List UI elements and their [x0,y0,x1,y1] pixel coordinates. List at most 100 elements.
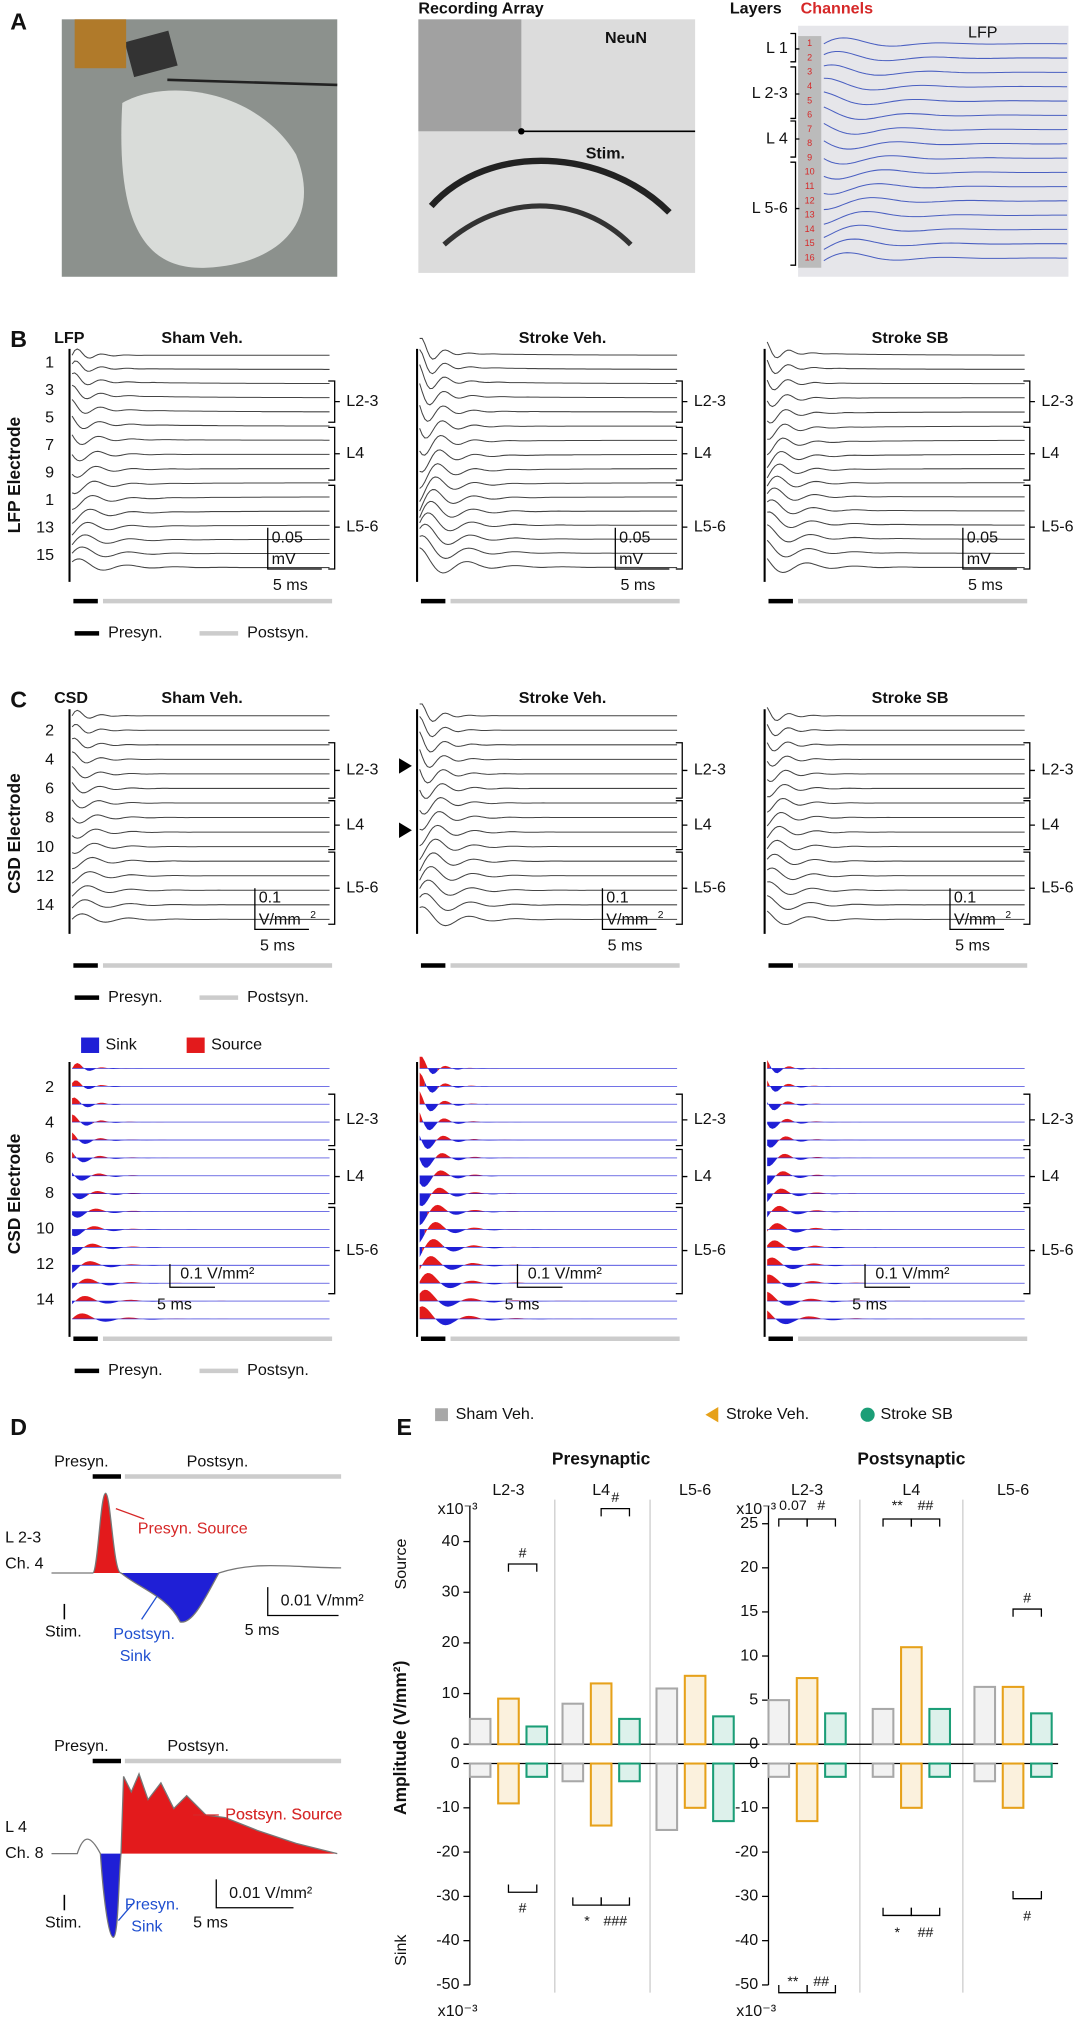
bracket [675,484,688,570]
bar [795,1762,819,1823]
trace [766,741,1025,752]
unit-label: x10⁻³ [736,2002,776,2020]
sig-label: ** [787,1973,799,1989]
csd-fill [772,1188,791,1196]
trace [71,465,330,478]
layer-label: L4 [1041,444,1059,462]
scale-label: 5 ms [157,1296,192,1314]
axis-label: Source [392,1538,410,1589]
channel-number: 14 [805,224,815,234]
scale-label: 0.05 [967,528,998,546]
bracket [328,426,340,481]
csd-fill [424,1081,438,1093]
sig-bracket [806,1984,837,1994]
electrode-number: 3 [45,381,54,399]
legend-label: Presyn. [108,1361,163,1379]
trace [51,1492,342,1623]
electrode-number: 9 [45,463,54,481]
bar [928,1707,952,1746]
trace [419,703,678,722]
trace [419,769,678,784]
scale-bar [254,888,309,931]
bar [871,1707,895,1746]
trace [419,489,678,512]
label: Recording Array [418,0,543,17]
trace [71,871,330,884]
bar [589,1682,613,1746]
sink-fill [121,1573,219,1623]
electrode-number: 8 [45,1184,54,1202]
csd-fill [787,1229,806,1233]
csd-fill [447,1211,466,1215]
bar [683,1674,707,1746]
trace [766,724,1025,737]
lfp-trace [823,140,1068,150]
bracket [1023,484,1035,570]
electrode-number: 8 [45,809,54,827]
y-tick-label: 0 [749,1734,758,1752]
bar [561,1702,585,1746]
csd-fill [72,1063,83,1069]
csd-fill [92,1155,109,1159]
y-tick-label: -10 [735,1798,758,1816]
legend-label: Postsyn. [247,624,309,642]
sig-label: ## [813,1973,829,1989]
trace [766,524,1025,543]
pointer [115,1508,145,1520]
csd-fill [72,1097,80,1105]
trace [419,535,678,559]
scale-label: 0.1 V/mm² [180,1265,255,1283]
trace [766,379,1025,391]
channel-number: 5 [807,95,812,105]
sig-bracket [778,1518,808,1527]
csd-fill [767,1080,770,1087]
trace [71,723,330,734]
csd-fill [460,1280,485,1285]
layer-label: Ch. 8 [5,1844,43,1862]
trace [766,359,1025,375]
csd-fill [419,1229,425,1243]
csd-fill [419,1175,433,1187]
bar [589,1762,613,1827]
y-tick-label: 10 [740,1646,758,1664]
scale-label: V/mm [259,911,301,929]
lfp-trace [823,64,1068,76]
trace [766,812,1025,827]
trace [419,824,678,847]
annotation: Sink [131,1917,163,1935]
trace [419,434,678,456]
sig-bracket [600,1897,631,1906]
bar [973,1685,997,1746]
layer-label: L5-6 [694,878,726,896]
lfp-trace [823,224,1068,238]
sig-label: 0.07 [779,1497,807,1513]
trace [71,384,330,400]
csd-fill [442,1245,464,1252]
trace [71,856,330,870]
y-tick-label: 40 [442,1532,460,1550]
scale-label: 0.01 V/mm² [281,1592,365,1610]
pointer [117,1902,135,1922]
scale-label: 2 [310,910,316,921]
trace [71,828,330,839]
hippocampus [442,203,633,247]
csd-fill [774,1318,799,1325]
csd-fill [767,1240,786,1248]
scale-bar [614,527,670,570]
trace [419,749,678,769]
bracket [328,380,340,423]
condition-title: Stroke SB [872,329,949,347]
source-fill [121,1773,338,1854]
label: Channels [801,0,873,17]
bar [900,1762,923,1809]
scale-label: V/mm [954,911,996,929]
csd-fill [767,1257,783,1266]
category-label: L4 [902,1481,920,1499]
pointer [141,1595,158,1620]
bar [1030,1712,1053,1746]
csd-fill [419,1306,436,1319]
scale-label: 5 ms [955,936,990,954]
csd-fill [805,1227,827,1231]
category-label: L2-3 [492,1481,524,1499]
stim-label: Stim. [45,1913,82,1931]
